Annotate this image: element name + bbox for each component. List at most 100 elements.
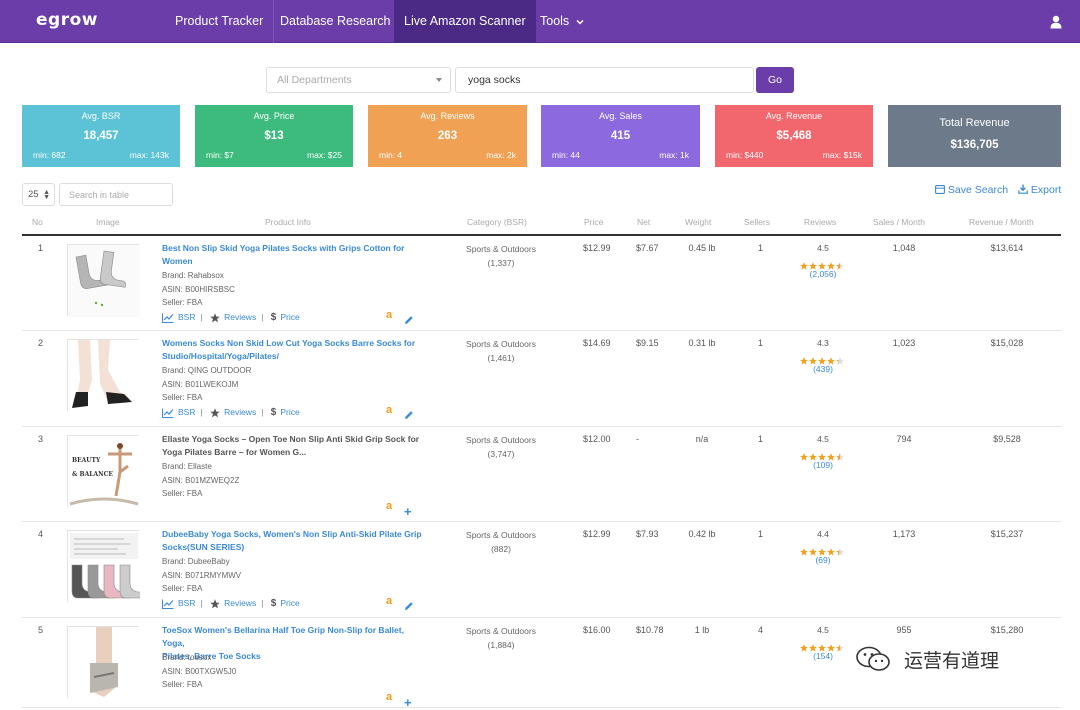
- add-to-tracker-button[interactable]: +: [404, 504, 412, 519]
- stat-label: Avg. Revenue: [765, 111, 823, 121]
- product-title-line-2: Yoga Pilates Barre – for Women G...: [162, 447, 307, 457]
- table-search-input[interactable]: Search in table: [59, 183, 173, 206]
- stat-label: Total Revenue: [939, 117, 1010, 129]
- column-header-reviews[interactable]: Reviews: [804, 217, 837, 227]
- user-icon[interactable]: [1050, 15, 1062, 29]
- column-header-image: Image: [96, 217, 120, 227]
- bsr-value: (3,747): [487, 449, 515, 459]
- rating-value: 4.5: [817, 625, 829, 635]
- revenue-month-cell: $15,028: [990, 338, 1024, 348]
- export-button[interactable]: Export: [1018, 184, 1061, 196]
- edit-button[interactable]: [404, 407, 414, 420]
- bsr-chart-link[interactable]: BSR: [162, 598, 195, 609]
- product-image[interactable]: [67, 339, 140, 412]
- stat-card-avg-revenue: Avg. Revenue $5,468 min: $440 max: $15k: [715, 105, 873, 167]
- price-chart-link[interactable]: $ Price: [271, 598, 300, 609]
- stat-card-avg-price: Avg. Price $13 min: $7 max: $25: [195, 105, 353, 167]
- review-count-link[interactable]: (69): [815, 555, 831, 565]
- edit-button[interactable]: [404, 598, 414, 611]
- dollar-icon: $: [270, 312, 277, 324]
- pencil-edit-icon[interactable]: [404, 315, 414, 325]
- amazon-icon[interactable]: a: [386, 404, 393, 416]
- stat-value: 415: [610, 130, 631, 142]
- go-button[interactable]: Go: [756, 67, 794, 93]
- column-header-no[interactable]: No: [32, 217, 43, 227]
- save-search-button[interactable]: Save Search: [935, 184, 1008, 196]
- line-chart-icon: [162, 408, 174, 418]
- reviews-chart-link[interactable]: Reviews: [210, 407, 256, 418]
- rating-value: 4.3: [817, 338, 829, 348]
- column-header-price[interactable]: Price: [584, 217, 604, 227]
- amazon-icon[interactable]: a: [386, 691, 393, 703]
- price-cell: $14.69: [583, 338, 611, 348]
- stat-max: max: 143k: [129, 150, 169, 160]
- column-header-category[interactable]: Category (BSR): [467, 217, 527, 227]
- column-header-revenue-month[interactable]: Revenue / Month: [969, 217, 1034, 227]
- table-row: 3 BEAUTY & BALANCE Ellaste Yoga Socks – O…: [22, 427, 1061, 522]
- column-header-net[interactable]: Net: [637, 217, 651, 227]
- product-asin: ASIN: B01LWEKOJM: [162, 379, 239, 389]
- review-count-link[interactable]: (109): [813, 460, 833, 470]
- caret-down-icon: [436, 78, 442, 82]
- product-title-line-2: Socks(SUN SERIES): [162, 542, 245, 552]
- column-header-weight[interactable]: Weight: [685, 217, 712, 227]
- review-count-link[interactable]: (2,056): [809, 269, 837, 279]
- separator: |: [261, 312, 264, 322]
- nav-live-amazon-scanner[interactable]: Live Amazon Scanner: [394, 0, 536, 43]
- nav-database-research[interactable]: Database Research: [270, 0, 402, 43]
- row-chart-links: BSR | Reviews | $ Price: [162, 598, 300, 609]
- bsr-chart-link[interactable]: BSR: [162, 407, 195, 418]
- department-select[interactable]: All Departments: [266, 67, 451, 93]
- top-navbar: egrow Product Tracker Database Research …: [0, 0, 1080, 43]
- pencil-edit-icon[interactable]: [404, 410, 414, 420]
- table-row: 4 DubeeBaby Yoga Socks, Women's Non Slip…: [22, 522, 1061, 618]
- review-count-link[interactable]: (439): [813, 364, 833, 374]
- pencil-edit-icon[interactable]: [404, 601, 414, 611]
- product-image[interactable]: [67, 244, 140, 317]
- sales-month-cell: 1,173: [892, 529, 916, 539]
- reviews-chart-link[interactable]: Reviews: [210, 598, 256, 609]
- nav-product-tracker[interactable]: Product Tracker: [165, 0, 275, 43]
- product-image[interactable]: [67, 626, 140, 699]
- amazon-icon[interactable]: a: [386, 595, 393, 607]
- stat-max: max: $15k: [822, 150, 862, 160]
- amazon-icon[interactable]: a: [386, 309, 393, 321]
- product-title-link[interactable]: ToeSox Women's Bellarina Half Toe Grip N…: [162, 624, 422, 663]
- bsr-chart-link[interactable]: BSR: [162, 312, 195, 323]
- column-header-sellers[interactable]: Sellers: [744, 217, 770, 227]
- product-image[interactable]: BEAUTY & BALANCE: [67, 435, 140, 508]
- reviews-chart-link[interactable]: Reviews: [210, 312, 256, 323]
- product-title-line-2: Pilates, Barre Toe Socks: [162, 651, 261, 661]
- separator: |: [261, 598, 264, 608]
- edit-button[interactable]: [404, 312, 414, 325]
- bsr-value: (1,337): [487, 258, 515, 268]
- star-icon: [210, 313, 220, 323]
- product-image[interactable]: [67, 530, 147, 603]
- net-cell: $7.67: [636, 243, 659, 253]
- product-meta: Brand: toesox ASIN: B00TXGW5J0 Seller: F…: [162, 651, 236, 692]
- product-title-link[interactable]: Best Non Slip Skid Yoga Pilates Socks wi…: [162, 242, 422, 268]
- price-cell: $16.00: [583, 625, 611, 635]
- review-count-link[interactable]: (154): [813, 651, 833, 661]
- add-to-tracker-button[interactable]: +: [404, 695, 412, 710]
- search-input[interactable]: yoga socks: [455, 67, 754, 93]
- rating-stars: [800, 257, 845, 270]
- amazon-icon[interactable]: a: [386, 500, 393, 512]
- column-header-sales-month[interactable]: Sales / Month: [873, 217, 925, 227]
- line-chart-icon: [162, 599, 174, 609]
- row-number: 1: [38, 243, 44, 253]
- product-meta: Brand: QING OUTDOOR ASIN: B01LWEKOJM Sel…: [162, 364, 251, 405]
- egrow-logo[interactable]: egrow: [36, 10, 98, 30]
- product-brand: Brand: QING OUTDOOR: [162, 366, 252, 375]
- sellers-cell: 1: [758, 529, 764, 539]
- product-brand: Brand: Ellaste: [162, 462, 212, 471]
- column-header-product-info[interactable]: Product Info: [265, 217, 311, 227]
- nav-tools-dropdown[interactable]: Tools: [530, 0, 594, 43]
- product-title-link[interactable]: DubeeBaby Yoga Socks, Women's Non Slip A…: [162, 528, 422, 554]
- product-title-link[interactable]: Womens Socks Non Skid Low Cut Yoga Socks…: [162, 337, 422, 363]
- price-chart-link[interactable]: $ Price: [270, 312, 300, 324]
- price-chart-link[interactable]: $ Price: [271, 407, 300, 418]
- page-size-select[interactable]: 25 ▲ ▼: [22, 183, 55, 206]
- net-cell: $10.78: [636, 625, 664, 635]
- download-icon: [1018, 184, 1028, 194]
